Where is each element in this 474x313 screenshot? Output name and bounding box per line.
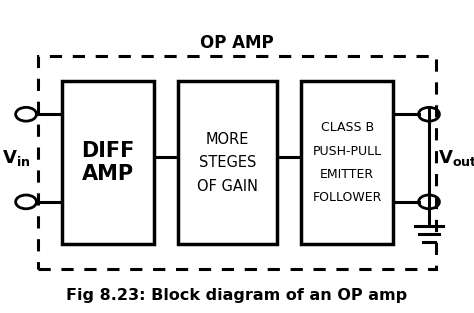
Text: FOLLOWER: FOLLOWER	[312, 192, 382, 204]
Text: OP AMP: OP AMP	[200, 33, 274, 52]
Bar	[62, 81, 154, 244]
Bar	[178, 81, 277, 244]
Text: MORE: MORE	[206, 132, 249, 147]
Bar	[38, 56, 436, 269]
Text: Fig 8.23: Block diagram of an OP amp: Fig 8.23: Block diagram of an OP amp	[66, 288, 408, 303]
Text: AMP: AMP	[82, 165, 134, 184]
Text: EMITTER: EMITTER	[320, 168, 374, 181]
Text: OF GAIN: OF GAIN	[197, 179, 258, 194]
Text: DIFF: DIFF	[81, 141, 135, 161]
Text: $\mathbf{V_{in}}$: $\mathbf{V_{in}}$	[2, 148, 31, 168]
Text: PUSH-PULL: PUSH-PULL	[313, 145, 382, 157]
Text: CLASS B: CLASS B	[320, 121, 374, 134]
Text: $\mathbf{V_{out}}$: $\mathbf{V_{out}}$	[438, 148, 474, 168]
Bar	[301, 81, 393, 244]
Text: STEGES: STEGES	[199, 155, 256, 170]
